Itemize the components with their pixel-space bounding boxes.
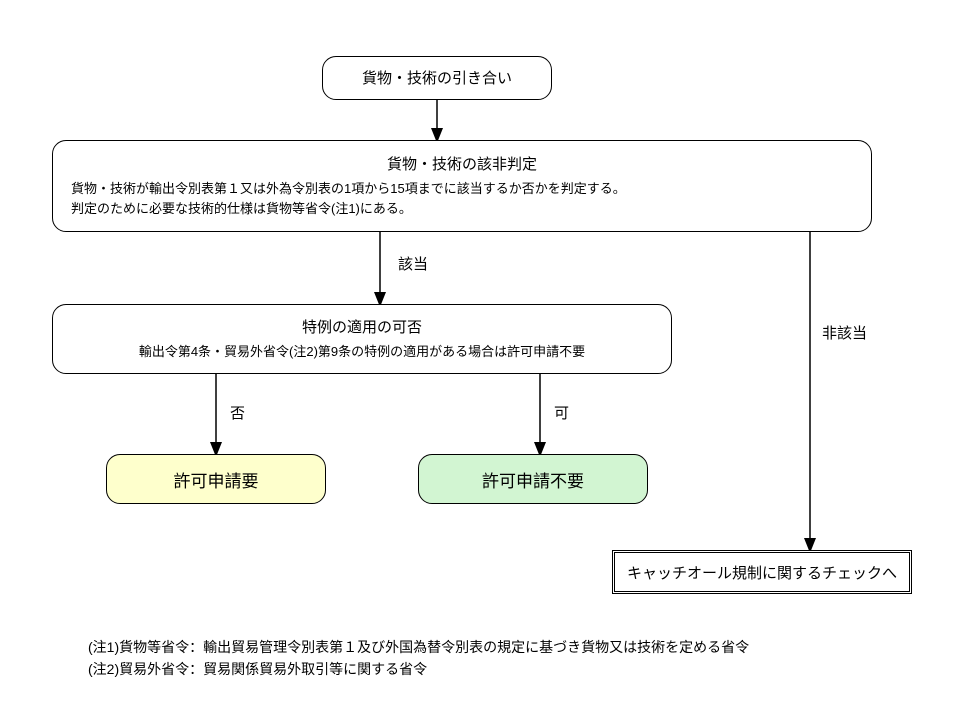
node-catchall: キャッチオール規制に関するチェックへ <box>612 550 912 594</box>
node-start-title: 貨物・技術の引き合い <box>362 68 512 89</box>
footnote-2: (注2)貿易外省令：貿易関係貿易外取引等に関する省令 <box>88 658 749 680</box>
node-exception: 特例の適用の可否 輸出令第4条・貿易外省令(注2)第9条の特例の適用がある場合は… <box>52 304 672 374</box>
node-exception-desc1: 輸出令第4条・貿易外省令(注2)第9条の特例の適用がある場合は許可申請不要 <box>71 342 653 362</box>
label-applicable: 該当 <box>398 253 428 274</box>
node-notrequired: 許可申請不要 <box>418 454 648 504</box>
node-required-title: 許可申請要 <box>174 467 259 492</box>
node-notrequired-title: 許可申請不要 <box>482 467 584 492</box>
node-judgment-title: 貨物・技術の該非判定 <box>71 154 853 175</box>
footnotes: (注1)貨物等省令：輸出貿易管理令別表第１及び外国為替令別表の規定に基づき貨物又… <box>88 636 749 681</box>
footnote-1: (注1)貨物等省令：輸出貿易管理令別表第１及び外国為替令別表の規定に基づき貨物又… <box>88 636 749 658</box>
node-judgment: 貨物・技術の該非判定 貨物・技術が輸出令別表第１又は外為令別表の1項から15項ま… <box>52 140 872 232</box>
label-yes: 可 <box>554 402 569 423</box>
label-no: 否 <box>230 402 245 423</box>
node-catchall-title: キャッチオール規制に関するチェックへ <box>627 562 897 583</box>
node-start: 貨物・技術の引き合い <box>322 56 552 100</box>
node-exception-title: 特例の適用の可否 <box>71 317 653 338</box>
node-judgment-desc1: 貨物・技術が輸出令別表第１又は外為令別表の1項から15項までに該当するか否かを判… <box>71 179 853 199</box>
node-required: 許可申請要 <box>106 454 326 504</box>
flowchart-canvas: 貨物・技術の引き合い 貨物・技術の該非判定 貨物・技術が輸出令別表第１又は外為令… <box>0 0 960 720</box>
label-not-applicable: 非該当 <box>822 322 867 343</box>
node-judgment-desc2: 判定のために必要な技術的仕様は貨物等省令(注1)にある。 <box>71 199 853 219</box>
